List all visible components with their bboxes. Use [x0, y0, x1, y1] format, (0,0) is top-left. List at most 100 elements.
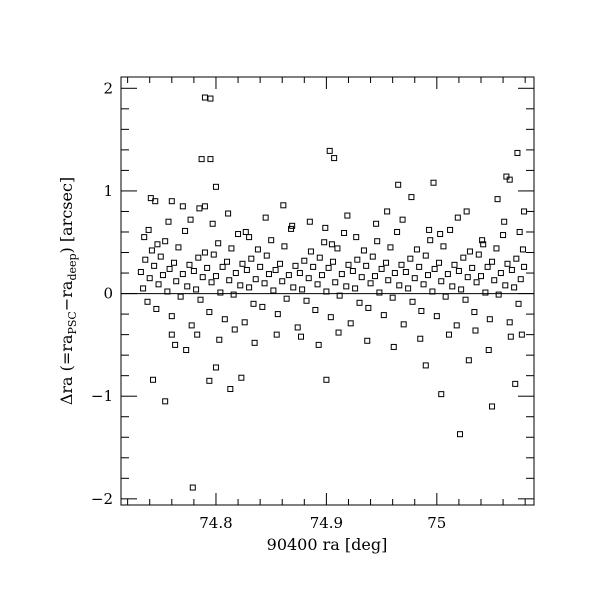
data-point: [408, 194, 415, 201]
data-point: [506, 319, 513, 326]
data-point: [215, 240, 222, 247]
data-point: [389, 294, 396, 301]
y-tick-labels: −2 −1 0 1 2: [91, 79, 113, 508]
y-tick-label: 2: [103, 79, 113, 97]
data-point: [168, 198, 175, 205]
data-point: [457, 431, 464, 438]
data-point: [224, 258, 231, 265]
data-point: [251, 339, 258, 346]
data-point: [225, 210, 232, 217]
data-point: [231, 326, 238, 333]
data-point: [162, 398, 169, 405]
data-point: [326, 147, 333, 154]
data-point: [279, 278, 286, 285]
data-point: [153, 305, 160, 312]
data-point: [294, 324, 301, 331]
data-point: [371, 273, 378, 280]
data-point: [380, 312, 387, 319]
data-point: [521, 263, 528, 270]
data-point: [445, 331, 452, 338]
data-point: [460, 254, 467, 261]
data-point: [198, 156, 205, 163]
data-point: [438, 278, 445, 285]
data-point: [261, 280, 268, 287]
data-point: [194, 331, 201, 338]
data-point: [159, 272, 166, 279]
data-point: [189, 484, 196, 491]
data-point: [184, 283, 191, 290]
data-point: [209, 220, 216, 227]
data-point: [399, 216, 406, 223]
data-point: [454, 214, 461, 221]
data-point: [226, 277, 233, 284]
x-tick-label: 75: [427, 514, 446, 532]
data-point: [332, 279, 339, 286]
data-point: [193, 286, 200, 293]
data-point: [447, 226, 454, 233]
data-point: [238, 374, 245, 381]
data-point: [508, 266, 515, 273]
data-point: [462, 296, 469, 303]
data-point: [360, 247, 367, 254]
data-point: [201, 94, 208, 101]
data-point: [281, 243, 288, 250]
data-point: [150, 376, 157, 383]
data-point: [173, 278, 180, 285]
data-point: [299, 286, 306, 293]
data-point: [422, 252, 429, 259]
data-point: [328, 241, 335, 248]
data-point: [322, 224, 329, 231]
data-point: [354, 256, 361, 263]
data-point: [262, 214, 269, 221]
data-point: [411, 275, 418, 282]
data-point: [349, 267, 356, 274]
data-point: [338, 271, 345, 278]
data-point: [438, 391, 445, 398]
data-point: [464, 274, 471, 281]
data-point: [516, 228, 523, 235]
data-point: [475, 251, 482, 258]
data-point: [142, 256, 149, 263]
data-point: [330, 258, 337, 265]
data-point: [172, 341, 179, 348]
data-point: [345, 261, 352, 268]
data-point: [168, 331, 175, 338]
y-tick-label: −2: [91, 490, 113, 508]
data-point: [353, 234, 360, 241]
data-point: [455, 267, 462, 274]
data-point: [449, 283, 456, 290]
data-point: [430, 179, 437, 186]
data-point: [493, 245, 500, 252]
plot-frame: [120, 76, 535, 506]
data-point: [344, 212, 351, 219]
data-point: [453, 322, 460, 329]
data-point: [463, 208, 470, 215]
data-point: [367, 280, 374, 287]
data-point: [352, 285, 359, 292]
data-point: [417, 335, 424, 342]
data-point: [219, 263, 226, 270]
x-tick-label: 74.8: [199, 514, 232, 532]
data-point: [491, 277, 498, 284]
data-point: [422, 362, 429, 369]
data-point: [512, 380, 519, 387]
data-point: [327, 314, 334, 321]
data-point: [179, 203, 186, 210]
data-point: [246, 234, 253, 241]
data-point: [335, 329, 342, 336]
data-point: [480, 241, 487, 248]
data-point: [237, 282, 244, 289]
data-point: [383, 259, 390, 266]
data-point: [497, 270, 504, 277]
data-point: [343, 283, 350, 290]
data-point: [144, 298, 151, 305]
data-point: [489, 258, 496, 265]
data-point: [296, 270, 303, 277]
data-point: [314, 281, 321, 288]
data-point: [216, 336, 223, 343]
data-point: [146, 275, 153, 282]
data-point: [190, 267, 197, 274]
data-point: [165, 218, 172, 225]
data-point: [334, 245, 341, 252]
data-point: [171, 259, 178, 266]
